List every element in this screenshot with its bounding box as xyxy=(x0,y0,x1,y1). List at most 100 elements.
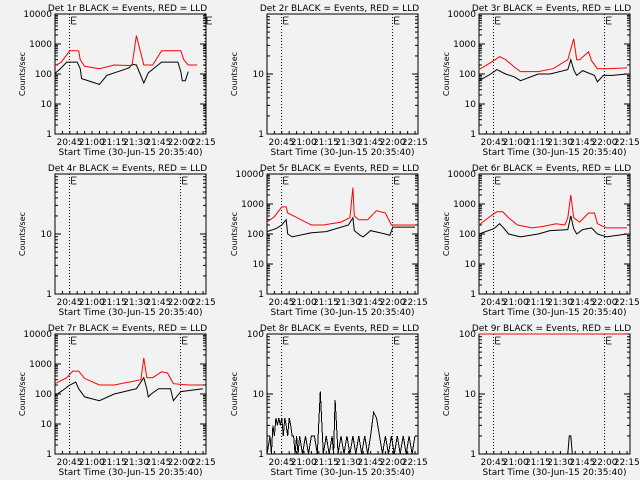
x-tick-label: 22:00 xyxy=(168,138,194,148)
y-axis-label: Counts/sec xyxy=(230,52,239,96)
x-tick-label: 21:00 xyxy=(503,298,529,308)
y-tick-label: 1 xyxy=(46,450,52,460)
x-axis-label: Start Time (30-Jun-15 20:35:40) xyxy=(59,468,203,478)
y-tick-label: 100 xyxy=(35,390,52,400)
chart-title: Det 3r BLACK = Events, RED = LLD xyxy=(472,4,631,14)
y-axis-label: Counts/sec xyxy=(230,212,239,256)
chart-panel-5: Det 5r BLACK = Events, RED = LLD 1 10 100 10… xyxy=(230,164,428,318)
y-tick-label: 10000 xyxy=(447,170,476,180)
marker-flag-icon xyxy=(283,176,289,185)
y-tick-label: 100 xyxy=(459,330,476,340)
x-tick-label: 22:00 xyxy=(380,298,406,308)
chart-panel-1: Det 1r BLACK = Events, RED = LLD 1 10 100 10… xyxy=(18,4,216,158)
x-tick-label: 21:15 xyxy=(525,138,551,148)
marker-flag-icon xyxy=(394,176,400,185)
x-tick-label: 21:00 xyxy=(291,138,317,148)
x-tick-label: 22:15 xyxy=(190,298,216,308)
x-tick-label: 21:15 xyxy=(101,138,127,148)
x-tick-label: 21:00 xyxy=(291,298,317,308)
y-axis-label: Counts/sec xyxy=(442,52,451,96)
x-tick-label: 22:00 xyxy=(380,458,406,468)
y-tick-label: 10 xyxy=(41,230,53,240)
events-series-line xyxy=(479,435,627,455)
marker-flag-icon xyxy=(283,16,289,25)
x-axis-label: Start Time (30-Jun-15 20:35:40) xyxy=(271,148,415,158)
y-tick-label: 1000 xyxy=(29,360,52,370)
x-tick-label: 21:45 xyxy=(569,298,595,308)
x-tick-label: 20:45 xyxy=(269,458,295,468)
events-series-line xyxy=(478,57,628,83)
marker-flag-icon xyxy=(495,176,501,185)
plot-frame xyxy=(266,13,419,135)
x-tick-label: 22:15 xyxy=(614,298,640,308)
events-series-line xyxy=(266,216,415,238)
x-tick-label: 22:00 xyxy=(168,298,194,308)
marker-flag-icon xyxy=(606,16,612,25)
x-tick-label: 21:15 xyxy=(525,458,551,468)
y-tick-label: 10 xyxy=(253,70,265,80)
marker-flag-icon xyxy=(206,16,212,25)
marker-flag-icon xyxy=(606,336,612,345)
x-tick-label: 21:00 xyxy=(503,138,529,148)
marker-flag-icon xyxy=(182,336,188,345)
x-tick-label: 21:45 xyxy=(357,458,383,468)
y-axis-label: Counts/sec xyxy=(18,212,27,256)
x-tick-label: 22:00 xyxy=(592,298,618,308)
plot-frame xyxy=(478,333,631,455)
marker-flag-icon xyxy=(71,336,77,345)
y-tick-label: 1 xyxy=(46,130,52,140)
x-tick-label: 21:30 xyxy=(335,298,361,308)
y-axis-label: Counts/sec xyxy=(442,372,451,416)
y-tick-label: 1 xyxy=(470,290,476,300)
x-tick-label: 21:45 xyxy=(569,458,595,468)
x-tick-label: 22:15 xyxy=(190,138,216,148)
x-tick-label: 21:30 xyxy=(123,458,149,468)
x-tick-label: 20:45 xyxy=(481,298,507,308)
y-tick-label: 1 xyxy=(258,450,264,460)
marker-flag-icon xyxy=(394,336,400,345)
x-tick-label: 20:45 xyxy=(481,458,507,468)
y-tick-label: 10 xyxy=(253,260,265,270)
x-tick-label: 21:30 xyxy=(547,298,573,308)
y-tick-label: 100 xyxy=(247,330,264,340)
y-tick-label: 10 xyxy=(465,100,477,110)
y-tick-label: 10 xyxy=(41,100,53,110)
chart-panel-6: Det 6r BLACK = Events, RED = LLD 1 10 100 10… xyxy=(442,164,640,318)
y-tick-label: 1 xyxy=(258,130,264,140)
plot-frame xyxy=(54,173,207,295)
x-tick-label: 21:15 xyxy=(313,458,339,468)
x-tick-label: 20:45 xyxy=(57,298,83,308)
y-tick-label: 1 xyxy=(46,290,52,300)
lld-series-line xyxy=(478,38,628,73)
chart-title: Det 1r BLACK = Events, RED = LLD xyxy=(48,4,207,14)
marker-flag-icon xyxy=(394,16,400,25)
x-axis-label: Start Time (30-Jun-15 20:35:40) xyxy=(59,308,203,318)
chart-panel-8: Det 8r BLACK = Events, RED = LLD 1 10 100 20… xyxy=(230,324,428,478)
x-tick-label: 21:45 xyxy=(145,138,171,148)
x-tick-label: 20:45 xyxy=(269,138,295,148)
x-tick-label: 22:00 xyxy=(380,138,406,148)
x-tick-label: 21:30 xyxy=(123,138,149,148)
x-tick-label: 20:45 xyxy=(57,138,83,148)
y-tick-label: 10000 xyxy=(447,10,476,20)
y-tick-label: 1 xyxy=(470,130,476,140)
x-axis-label: Start Time (30-Jun-15 20:35:40) xyxy=(483,468,627,478)
y-tick-label: 10 xyxy=(465,260,477,270)
plot-frame xyxy=(478,13,631,135)
lld-series-line xyxy=(54,35,198,70)
marker-flag-icon xyxy=(182,176,188,185)
chart-title: Det 8r BLACK = Events, RED = LLD xyxy=(260,324,419,334)
x-axis-label: Start Time (30-Jun-15 20:35:40) xyxy=(59,148,203,158)
x-tick-label: 20:45 xyxy=(57,458,83,468)
x-tick-label: 21:15 xyxy=(101,298,127,308)
x-tick-label: 21:00 xyxy=(79,298,105,308)
x-tick-label: 21:00 xyxy=(79,458,105,468)
chart-panel-3: Det 3r BLACK = Events, RED = LLD 1 10 100 10… xyxy=(442,4,640,158)
marker-flag-icon xyxy=(71,176,77,185)
y-axis-label: Counts/sec xyxy=(230,372,239,416)
y-tick-label: 10000 xyxy=(235,170,264,180)
y-tick-label: 1 xyxy=(470,450,476,460)
x-tick-label: 22:00 xyxy=(592,458,618,468)
lld-series-line xyxy=(478,194,627,229)
x-tick-label: 20:45 xyxy=(481,138,507,148)
